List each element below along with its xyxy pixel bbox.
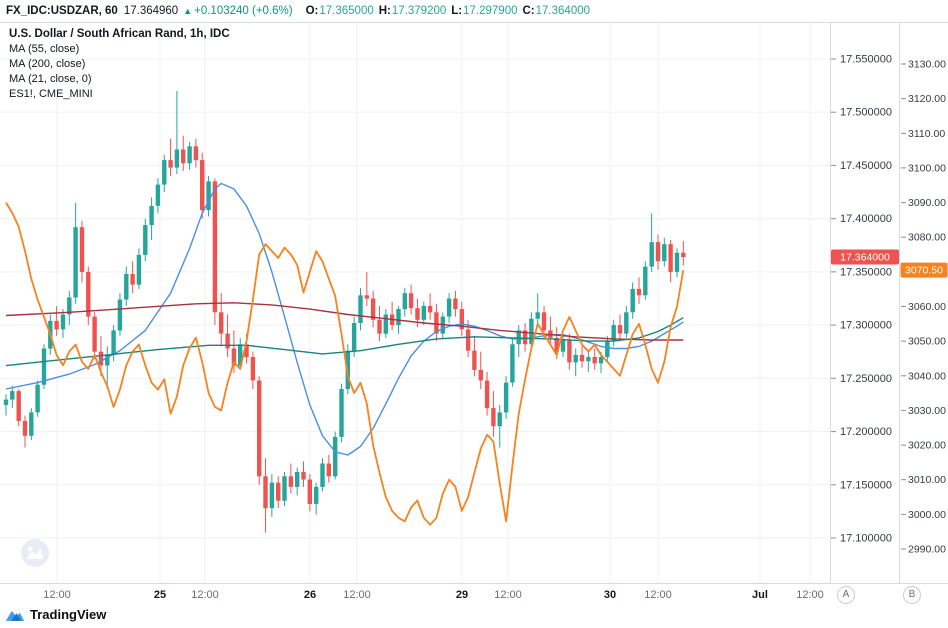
svg-text:17.350000: 17.350000 xyxy=(840,266,892,278)
ma-21-line xyxy=(5,317,684,367)
open-label: O: xyxy=(305,5,319,17)
price-axis-es[interactable]: 3130.00 3120.00 3110.00 3100.00 3090.00 3080.… xyxy=(901,59,946,556)
svg-text:3090.00: 3090.00 xyxy=(908,197,946,209)
svg-text:3000.00: 3000.00 xyxy=(908,509,946,521)
last-traded-price: 17.364960 xyxy=(123,5,179,17)
change-up-arrow-icon: ▲ xyxy=(183,6,193,16)
svg-text:25: 25 xyxy=(154,589,166,601)
tradingview-brand-text[interactable]: TradingView xyxy=(30,606,107,622)
svg-text:3020.00: 3020.00 xyxy=(908,440,946,452)
svg-text:17.200000: 17.200000 xyxy=(840,426,892,438)
price-scale-b-button[interactable]: B xyxy=(903,586,921,604)
price-scale-a-button[interactable]: A xyxy=(837,586,855,604)
svg-text:12:00: 12:00 xyxy=(644,589,672,601)
tradingview-attribution[interactable]: TradingView xyxy=(5,606,106,622)
svg-text:3110.00: 3110.00 xyxy=(908,128,945,140)
ma-200-line xyxy=(5,302,684,341)
svg-text:3070.50: 3070.50 xyxy=(905,265,943,277)
es-futures-line xyxy=(5,202,685,526)
symbol-info-bar: FX_IDC:USDZAR, 60 17.364960 ▲ +0.103240 … xyxy=(6,0,599,22)
last-price-badge-usdzar: 17.364000 xyxy=(831,249,899,265)
chart-legend: U.S. Dollar / South African Rand, 1h, ID… xyxy=(9,27,230,102)
svg-text:3080.00: 3080.00 xyxy=(908,232,946,244)
svg-text:17.550000: 17.550000 xyxy=(840,54,892,66)
open-value: 17.365000 xyxy=(319,5,374,17)
svg-text:3060.00: 3060.00 xyxy=(908,301,946,313)
pane-borders xyxy=(0,22,948,584)
svg-text:12:00: 12:00 xyxy=(191,589,219,601)
svg-text:3040.00: 3040.00 xyxy=(908,370,946,382)
grid-lines xyxy=(0,22,830,583)
time-axis[interactable]: 12:00 25 12:00 26 12:00 29 12:00 30 12:00 Jul 12:0… xyxy=(43,589,824,601)
legend-es-futures[interactable]: ES1!, CME_MINI xyxy=(9,88,93,100)
svg-text:12:00: 12:00 xyxy=(494,589,522,601)
svg-text:26: 26 xyxy=(304,589,316,601)
svg-text:17.300000: 17.300000 xyxy=(840,320,892,332)
svg-text:3120.00: 3120.00 xyxy=(908,93,946,105)
svg-text:12:00: 12:00 xyxy=(43,589,71,601)
svg-text:3010.00: 3010.00 xyxy=(908,474,946,486)
svg-text:17.500000: 17.500000 xyxy=(840,107,892,119)
svg-text:17.364000: 17.364000 xyxy=(840,252,890,264)
legend-ma200[interactable]: MA (200, close) xyxy=(9,58,86,70)
high-label: H: xyxy=(378,5,391,17)
legend-ma21[interactable]: MA (21, close, 0) xyxy=(9,73,92,85)
chart-watermark-icon xyxy=(21,539,49,567)
price-axis-usdzar[interactable]: 17.550000 17.500000 17.450000 17.400000 17.3… xyxy=(831,54,892,545)
svg-text:3050.00: 3050.00 xyxy=(908,336,946,348)
high-value: 17.379200 xyxy=(391,5,447,17)
symbol-name[interactable]: FX_IDC:USDZAR, 60 xyxy=(6,5,118,17)
svg-text:2990.00: 2990.00 xyxy=(908,544,946,556)
svg-text:29: 29 xyxy=(456,589,468,601)
svg-text:3100.00: 3100.00 xyxy=(908,162,946,174)
legend-symbol-title[interactable]: U.S. Dollar / South African Rand, 1h, ID… xyxy=(9,28,230,40)
close-value: 17.364000 xyxy=(535,5,591,17)
close-label: C: xyxy=(522,5,535,17)
low-label: L: xyxy=(451,5,463,17)
svg-text:17.150000: 17.150000 xyxy=(840,479,892,491)
svg-text:Jul: Jul xyxy=(752,589,768,601)
price-change: +0.103240 (+0.6%) xyxy=(194,5,293,17)
svg-text:30: 30 xyxy=(604,589,616,601)
svg-text:12:00: 12:00 xyxy=(343,589,371,601)
svg-text:3130.00: 3130.00 xyxy=(908,59,946,71)
last-price-badge-es: 3070.50 xyxy=(900,262,948,278)
svg-text:17.250000: 17.250000 xyxy=(840,373,892,385)
ma-55-line xyxy=(5,182,684,456)
low-value: 17.297900 xyxy=(463,5,518,17)
legend-ma55[interactable]: MA (55, close) xyxy=(9,43,80,55)
svg-text:12:00: 12:00 xyxy=(796,589,824,601)
svg-text:17.400000: 17.400000 xyxy=(840,213,892,225)
svg-text:3030.00: 3030.00 xyxy=(908,405,946,417)
svg-text:17.100000: 17.100000 xyxy=(840,533,892,545)
svg-text:17.450000: 17.450000 xyxy=(840,160,892,172)
candlestick-series[interactable] xyxy=(3,90,686,533)
tradingview-logo-icon[interactable] xyxy=(5,606,25,622)
